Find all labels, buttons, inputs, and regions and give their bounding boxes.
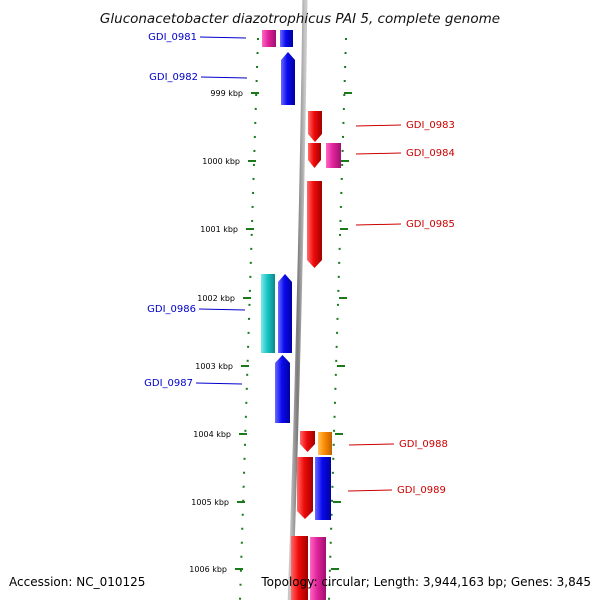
tick-label: 1006 kbp <box>189 565 227 574</box>
gene-feature[interactable] <box>297 457 313 519</box>
gene-label[interactable]: GDI_0982 <box>149 72 198 83</box>
tick-label: 1003 kbp <box>195 362 233 371</box>
gene-feature-gdi-0989[interactable] <box>315 457 331 520</box>
tick-label: 1005 kbp <box>191 498 229 507</box>
gene-feature-gdi-0987[interactable] <box>275 355 290 423</box>
tick-label: 1001 kbp <box>200 225 238 234</box>
tick-label: 999 kbp <box>210 89 243 98</box>
gene-feature-gdi-0984[interactable] <box>326 143 341 168</box>
gene-group <box>261 30 341 600</box>
ruler-tracks <box>239 37 347 600</box>
ruler-track-left <box>239 37 259 600</box>
gene-label-leader <box>198 308 246 311</box>
gene-feature-gdi-0988[interactable] <box>318 432 332 455</box>
gene-label[interactable]: GDI_0984 <box>406 148 455 159</box>
topology-text: Topology: circular; Length: 3,944,163 bp… <box>260 575 591 589</box>
gene-label[interactable]: GDI_0988 <box>399 439 448 450</box>
gene-label[interactable]: GDI_0983 <box>406 120 455 131</box>
gene-feature[interactable] <box>280 30 293 47</box>
gene-label[interactable]: GDI_0981 <box>148 32 197 43</box>
accession-text: Accession: NC_010125 <box>9 575 145 589</box>
gene-label[interactable]: GDI_0987 <box>144 378 193 389</box>
label-leader-group: GDI_0981 GDI_0982 GDI_0983 GDI_0984 GDI_0985… <box>144 32 455 496</box>
gene-feature[interactable] <box>310 537 326 600</box>
gene-feature[interactable] <box>308 143 321 168</box>
gene-feature[interactable] <box>278 274 292 353</box>
gene-label-leader <box>347 489 393 492</box>
tick-label: 1002 kbp <box>197 294 235 303</box>
gene-feature-gdi-0982[interactable] <box>281 52 295 105</box>
gene-label[interactable]: GDI_0985 <box>406 219 455 230</box>
tick-label: 1000 kbp <box>202 157 240 166</box>
gene-label-leader <box>199 36 247 39</box>
gene-feature-gdi-0986[interactable] <box>261 274 275 353</box>
ruler-track-right <box>328 37 347 600</box>
gene-feature-gdi-0981[interactable] <box>262 30 276 47</box>
gene-feature[interactable] <box>291 536 308 600</box>
gene-feature-gdi-0985[interactable] <box>307 181 322 268</box>
tick-label: 1004 kbp <box>193 430 231 439</box>
gene-label-leader <box>195 382 243 385</box>
gene-label-leader <box>348 443 395 446</box>
gene-label[interactable]: GDI_0986 <box>147 304 196 315</box>
gene-label-leader <box>355 152 402 155</box>
gene-feature[interactable] <box>300 431 315 452</box>
gene-label-leader <box>355 223 402 226</box>
map-title: Gluconacetobacter diazotrophicus PAI 5, … <box>100 11 500 27</box>
tick-group: 999 kbp 1000 kbp 1001 kbp 1002 kbp 1003 kbp 1… <box>189 89 352 574</box>
gene-label-leader <box>200 76 248 79</box>
gene-label-leader <box>355 124 402 127</box>
gene-label[interactable]: GDI_0989 <box>397 485 446 496</box>
gene-feature-gdi-0983[interactable] <box>308 111 322 142</box>
sequence-backbone <box>287 0 308 600</box>
